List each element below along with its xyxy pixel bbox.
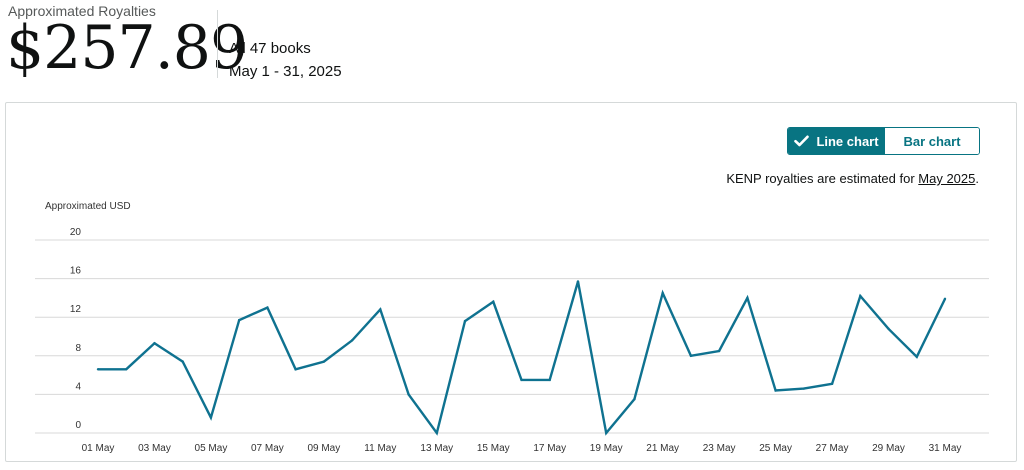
grid-lines bbox=[35, 239, 989, 434]
kenp-note: KENP royalties are estimated for May 202… bbox=[726, 171, 979, 186]
royalties-series-line bbox=[98, 281, 947, 436]
royalties-amount: $257.89 bbox=[6, 13, 248, 83]
royalties-header: Approximated Royalties $257.89 All 47 bo… bbox=[0, 0, 1024, 96]
data-point[interactable] bbox=[717, 349, 721, 353]
royalties-label: Approximated Royalties bbox=[8, 3, 156, 19]
data-point[interactable] bbox=[463, 319, 467, 323]
data-point[interactable] bbox=[915, 355, 918, 358]
x-tick-label: 11 May bbox=[364, 443, 396, 454]
x-tick-label: 27 May bbox=[816, 443, 849, 454]
x-tick-label: 03 May bbox=[138, 443, 171, 454]
x-tick-label: 01 May bbox=[82, 443, 115, 454]
x-tick-label: 17 May bbox=[533, 443, 566, 454]
x-tick-label: 25 May bbox=[759, 443, 792, 454]
bar-chart-button[interactable]: Bar chart bbox=[885, 128, 979, 154]
kenp-month-link[interactable]: May 2025 bbox=[918, 171, 976, 186]
y-tick-label: 16 bbox=[70, 266, 82, 277]
data-point[interactable] bbox=[153, 342, 156, 345]
data-point[interactable] bbox=[237, 318, 241, 322]
line-chart-label: Line chart bbox=[816, 133, 879, 149]
chart-type-toggle: Line chart Bar chart bbox=[787, 127, 980, 155]
data-point[interactable] bbox=[576, 280, 580, 283]
chart-panel: Line chart Bar chart KENP royalties are … bbox=[5, 102, 1017, 462]
data-point[interactable] bbox=[830, 382, 834, 385]
data-point[interactable] bbox=[746, 296, 749, 300]
check-icon bbox=[794, 135, 810, 147]
y-axis-label: Approximated USD bbox=[45, 201, 131, 212]
x-tick-labels: 01 May 03 May 05 May 07 May 09 May 11 May 13 M… bbox=[82, 443, 962, 454]
data-point[interactable] bbox=[774, 389, 777, 392]
x-tick-label: 09 May bbox=[307, 443, 340, 454]
data-point[interactable] bbox=[633, 398, 636, 401]
y-tick-label: 8 bbox=[75, 343, 81, 354]
data-point[interactable] bbox=[294, 368, 297, 371]
x-tick-label: 13 May bbox=[420, 443, 453, 454]
bar-chart-label: Bar chart bbox=[903, 133, 961, 149]
data-point[interactable] bbox=[266, 306, 269, 309]
data-point[interactable] bbox=[322, 360, 326, 363]
data-point[interactable] bbox=[548, 378, 551, 382]
kenp-note-suffix: . bbox=[975, 171, 979, 186]
date-range: May 1 - 31, 2025 bbox=[229, 63, 342, 80]
data-point[interactable] bbox=[407, 393, 410, 396]
x-tick-label: 19 May bbox=[590, 443, 623, 454]
data-point[interactable] bbox=[943, 297, 947, 301]
line-chart-button[interactable]: Line chart bbox=[788, 128, 885, 154]
data-point[interactable] bbox=[379, 308, 382, 311]
data-point[interactable] bbox=[661, 291, 664, 295]
x-tick-label: 29 May bbox=[872, 443, 905, 454]
y-tick-label: 12 bbox=[70, 304, 82, 315]
data-point[interactable] bbox=[887, 327, 890, 330]
y-tick-label: 20 bbox=[70, 227, 82, 238]
data-point[interactable] bbox=[859, 294, 862, 298]
data-point[interactable] bbox=[492, 300, 495, 303]
data-point[interactable] bbox=[689, 354, 693, 357]
data-point[interactable] bbox=[350, 339, 354, 342]
data-point[interactable] bbox=[802, 387, 806, 390]
y-tick-labels: 0 4 8 12 16 20 bbox=[70, 227, 82, 431]
data-point[interactable] bbox=[125, 368, 128, 371]
x-tick-label: 15 May bbox=[477, 443, 510, 454]
y-tick-label: 0 bbox=[75, 420, 81, 431]
books-count: All 47 books bbox=[229, 40, 311, 57]
kenp-note-text: KENP royalties are estimated for bbox=[726, 171, 919, 186]
data-point[interactable] bbox=[209, 416, 213, 419]
data-point[interactable] bbox=[605, 431, 608, 435]
x-tick-label: 05 May bbox=[195, 443, 228, 454]
data-point[interactable] bbox=[96, 368, 100, 371]
x-tick-label: 23 May bbox=[703, 443, 736, 454]
data-point[interactable] bbox=[520, 378, 523, 382]
y-tick-label: 4 bbox=[75, 381, 81, 392]
data-point[interactable] bbox=[435, 431, 438, 435]
x-tick-label: 31 May bbox=[929, 443, 962, 454]
data-point[interactable] bbox=[181, 360, 184, 363]
x-tick-label: 07 May bbox=[251, 443, 284, 454]
series-layer bbox=[96, 280, 947, 436]
header-divider bbox=[217, 10, 218, 78]
x-tick-label: 21 May bbox=[646, 443, 679, 454]
